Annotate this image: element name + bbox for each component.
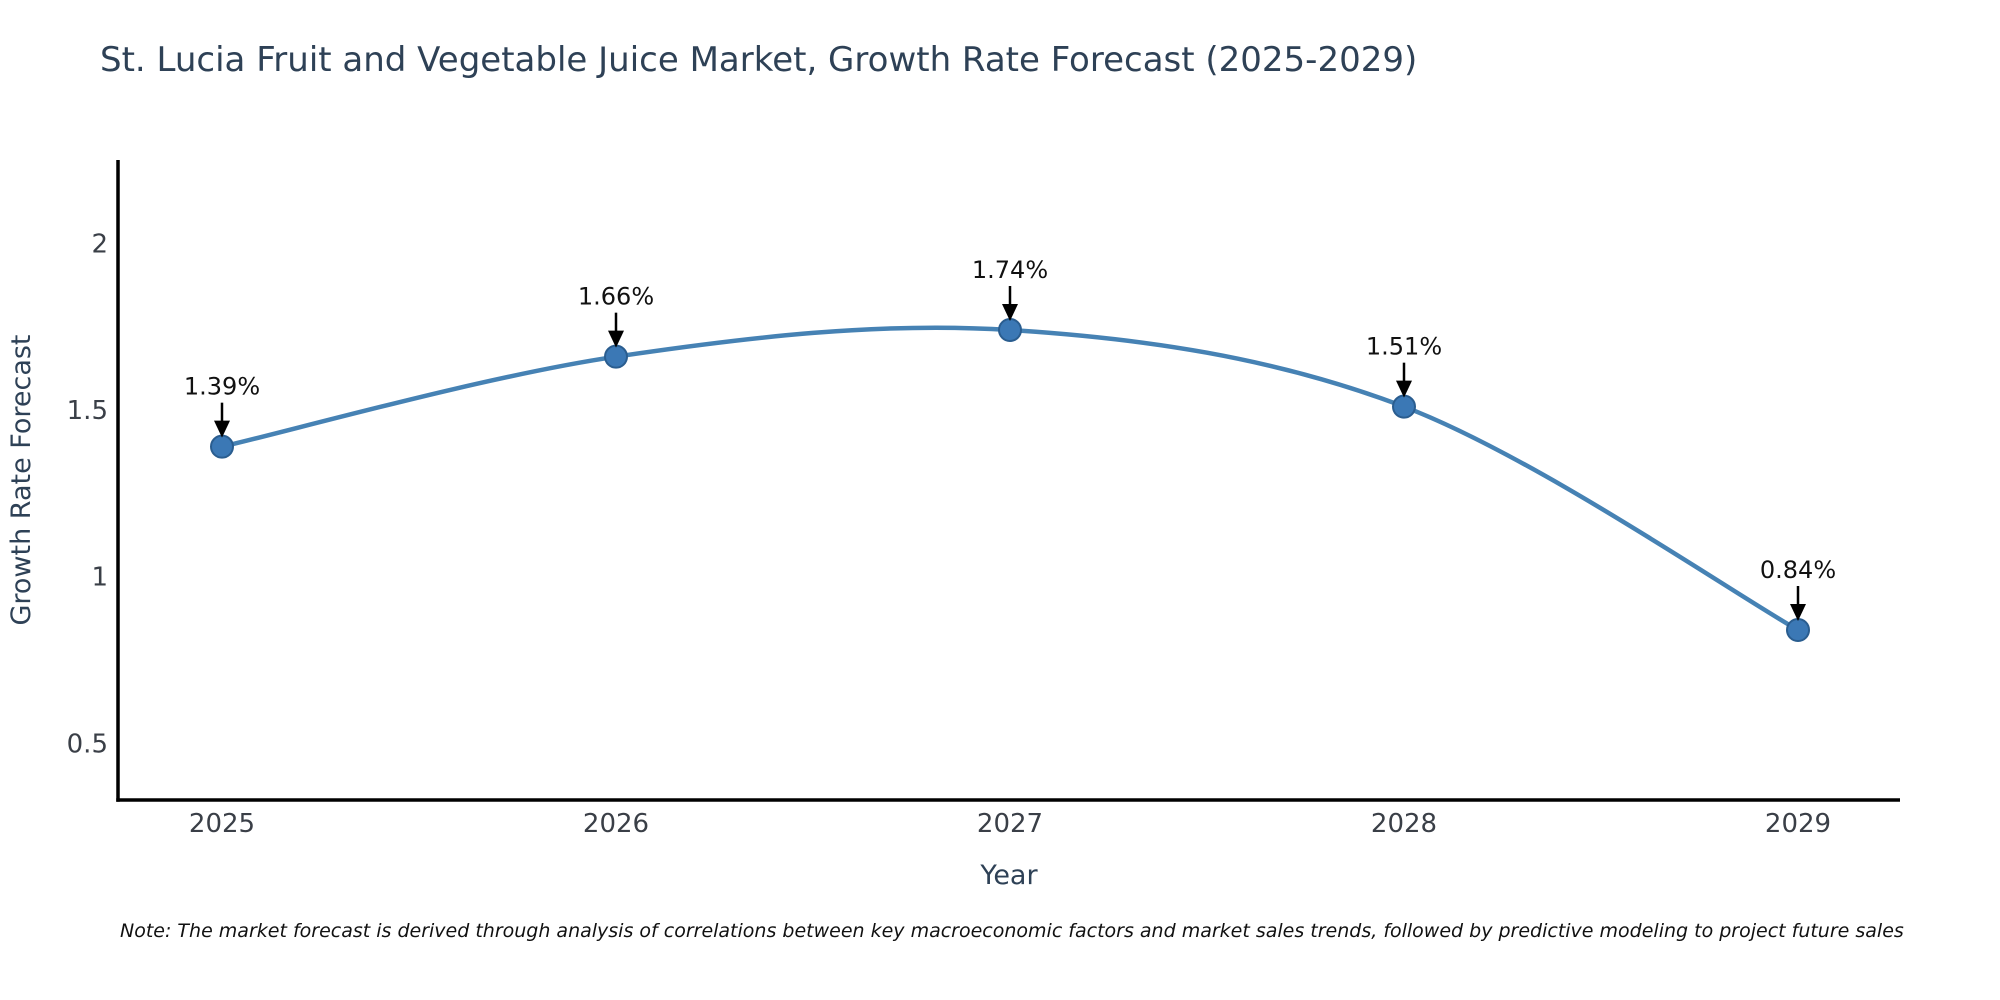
annotation-label-2029: 0.84% xyxy=(1760,556,1836,584)
x-tick-label-2028: 2028 xyxy=(1371,809,1437,839)
annotation-label-2027: 1.74% xyxy=(972,256,1048,284)
data-point-2026 xyxy=(604,344,628,369)
x-tick-label-2029: 2029 xyxy=(1765,809,1831,839)
data-point-2027 xyxy=(998,318,1022,342)
annotation-label-2025: 1.39% xyxy=(184,373,260,401)
growth-rate-line xyxy=(219,325,1801,633)
y-tick-label-1.5: 1.5 xyxy=(67,396,108,426)
annotation-arrowhead-2028 xyxy=(1396,380,1412,398)
y-axis-title: Growth Rate Forecast xyxy=(6,334,37,625)
x-axis-title: Year xyxy=(979,860,1038,891)
y-tick-label-1: 1 xyxy=(91,563,108,593)
annotation-label-2028: 1.51% xyxy=(1366,333,1442,361)
annotation-arrowhead-2026 xyxy=(608,330,624,348)
annotation-arrowhead-2029 xyxy=(1790,604,1806,621)
data-point-2029 xyxy=(1786,618,1810,642)
x-tick-label-2026: 2026 xyxy=(583,809,649,839)
chart-title: St. Lucia Fruit and Vegetable Juice Mark… xyxy=(100,40,1418,80)
y-tick-label-2: 2 xyxy=(91,229,108,259)
x-tick-label-2025: 2025 xyxy=(189,809,255,839)
annotation-arrowhead-2025 xyxy=(214,420,230,438)
x-tick-label-2027: 2027 xyxy=(977,809,1043,839)
annotation-arrowhead-2027 xyxy=(1002,304,1018,321)
data-point-2028 xyxy=(1392,394,1416,419)
y-tick-label-0.5: 0.5 xyxy=(67,729,108,759)
footnote: Note: The market forecast is derived thr… xyxy=(120,920,1904,942)
data-point-2025 xyxy=(210,434,234,459)
annotation-label-2026: 1.66% xyxy=(578,283,654,311)
